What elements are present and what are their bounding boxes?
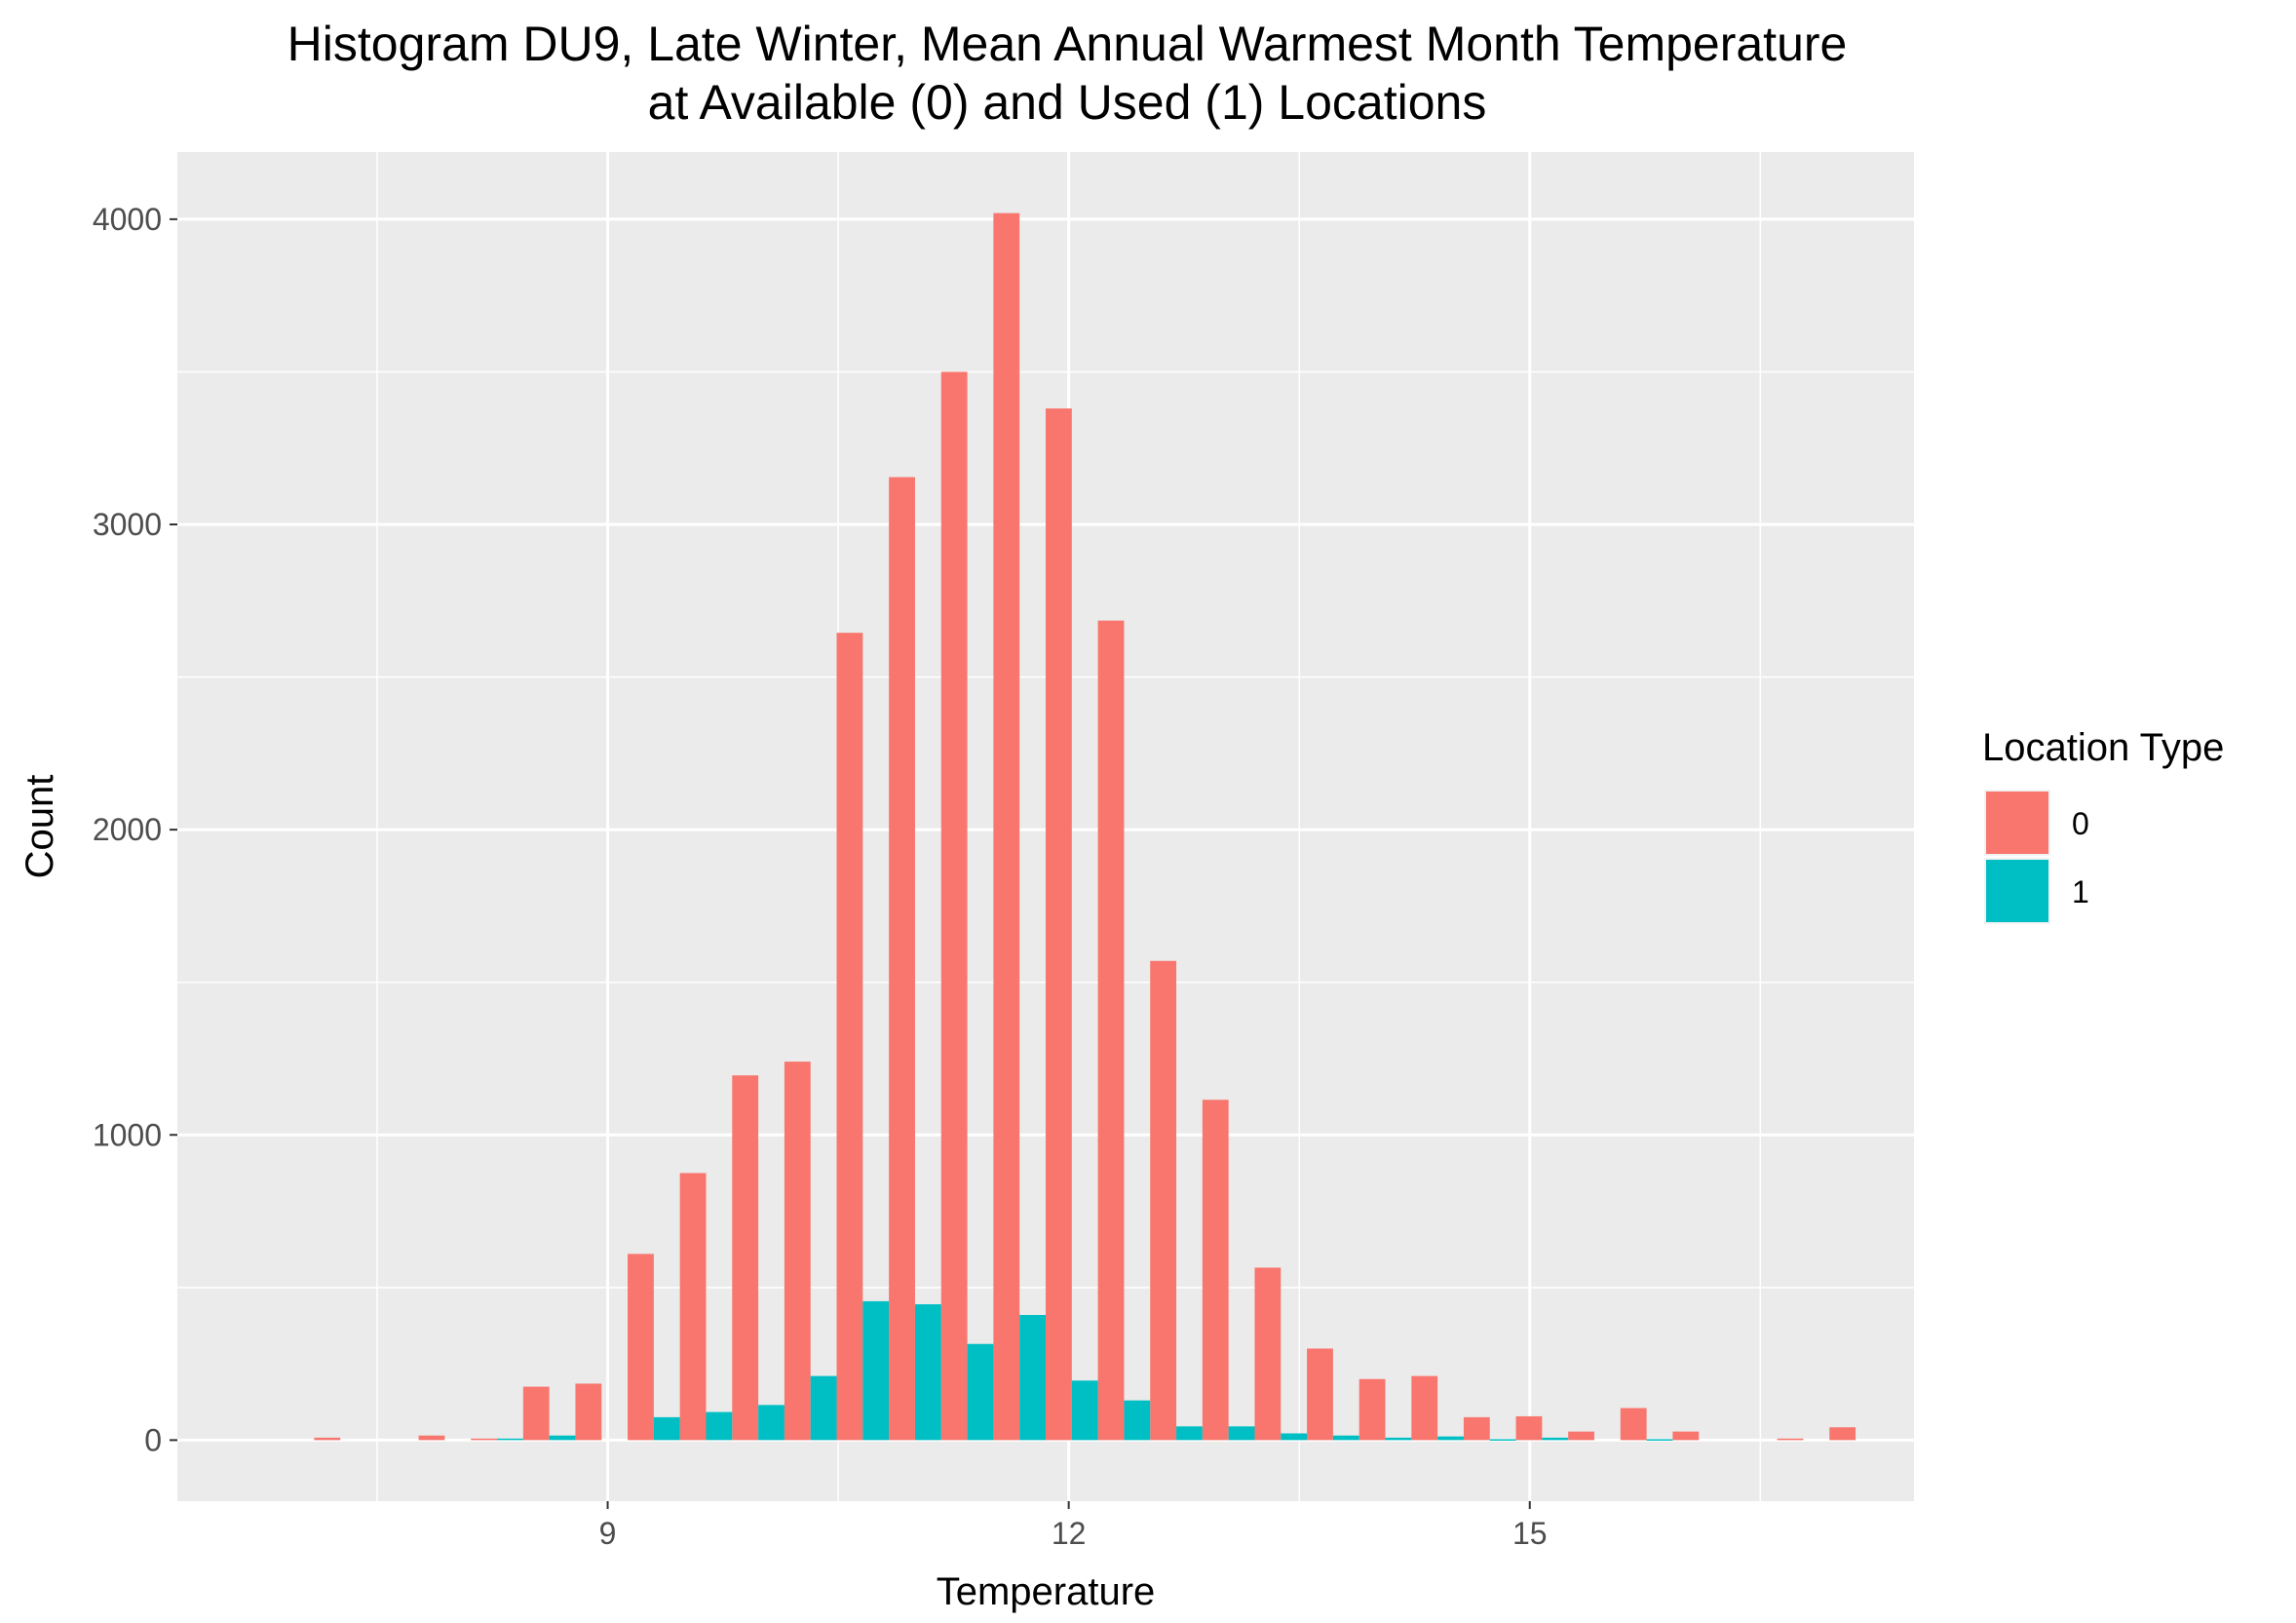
- legend-swatch-0: [1986, 792, 2048, 854]
- y-axis-ticks: 0 1000 2000 3000 4000: [93, 202, 177, 1457]
- bar-series-1: [549, 1435, 576, 1441]
- legend-label-0: 0: [2072, 806, 2089, 841]
- bar-series-1: [862, 1300, 890, 1441]
- bar-series-0: [1672, 1431, 1700, 1441]
- bar-series-0: [1150, 960, 1177, 1441]
- bar-series-0: [1358, 1378, 1386, 1441]
- bar-series-1: [653, 1416, 680, 1441]
- bar-series-1: [967, 1343, 994, 1441]
- bar-series-0: [679, 1173, 707, 1441]
- bar-series-1: [914, 1304, 941, 1441]
- bar-series-0: [1620, 1408, 1647, 1441]
- bar-series-1: [706, 1411, 733, 1441]
- bar-series-0: [993, 213, 1020, 1441]
- bar-series-1: [1332, 1435, 1359, 1441]
- bar-series-0: [575, 1383, 602, 1441]
- bar-series-0: [1307, 1348, 1333, 1441]
- bar-series-1: [1542, 1437, 1569, 1441]
- y-tick-label: 3000: [93, 507, 162, 542]
- bar-series-1: [1228, 1426, 1255, 1441]
- bar-series-0: [1515, 1415, 1543, 1441]
- bar-series-0: [418, 1435, 445, 1441]
- x-tick-label: 9: [599, 1516, 617, 1551]
- legend: Location Type 0 1: [1982, 726, 2224, 924]
- legend-title: Location Type: [1982, 726, 2224, 769]
- bar-series-0: [1254, 1267, 1282, 1441]
- y-tick-label: 2000: [93, 812, 162, 847]
- bar-series-1: [758, 1405, 784, 1441]
- bar-series-1: [497, 1438, 523, 1441]
- bar-series-0: [940, 371, 968, 1441]
- bar-series-0: [314, 1437, 341, 1441]
- bars: [314, 213, 1856, 1441]
- bar-series-1: [1489, 1439, 1516, 1441]
- y-axis-title: Count: [19, 775, 61, 879]
- legend-label-1: 1: [2072, 874, 2089, 909]
- y-tick-label: 4000: [93, 202, 162, 237]
- bar-series-0: [1202, 1100, 1229, 1441]
- bar-series-0: [1568, 1431, 1594, 1441]
- y-tick-label: 1000: [93, 1117, 162, 1152]
- bar-series-0: [1046, 408, 1072, 1441]
- bar-series-0: [1463, 1416, 1490, 1441]
- chart-title: Histogram DU9, Late Winter, Mean Annual …: [287, 17, 1848, 71]
- bar-series-1: [1176, 1426, 1203, 1441]
- bar-series-0: [1411, 1375, 1438, 1441]
- bar-series-0: [1829, 1427, 1856, 1441]
- bar-series-0: [1097, 620, 1125, 1441]
- bar-series-1: [810, 1375, 837, 1441]
- bar-series-0: [732, 1075, 759, 1441]
- bar-series-1: [1124, 1400, 1151, 1441]
- x-axis-title: Temperature: [937, 1570, 1156, 1613]
- bar-series-0: [784, 1062, 811, 1441]
- bar-series-1: [1071, 1380, 1098, 1441]
- bar-series-1: [1019, 1314, 1046, 1441]
- bar-series-0: [522, 1386, 550, 1441]
- legend-swatch-1: [1986, 860, 2048, 922]
- x-tick-label: 15: [1512, 1516, 1548, 1551]
- x-tick-label: 12: [1052, 1516, 1087, 1551]
- bar-series-1: [1385, 1437, 1412, 1441]
- bar-series-0: [889, 477, 915, 1441]
- y-tick-label: 0: [144, 1422, 162, 1457]
- bar-series-1: [1646, 1439, 1673, 1441]
- bar-series-0: [1777, 1438, 1804, 1441]
- bar-series-1: [1437, 1436, 1464, 1441]
- bar-series-0: [836, 633, 863, 1441]
- chart-subtitle: at Available (0) and Used (1) Locations: [648, 75, 1487, 130]
- bar-series-1: [1281, 1433, 1308, 1441]
- x-axis-ticks: 9 12 15: [599, 1501, 1548, 1551]
- bar-series-0: [471, 1438, 498, 1441]
- bar-series-0: [628, 1254, 654, 1441]
